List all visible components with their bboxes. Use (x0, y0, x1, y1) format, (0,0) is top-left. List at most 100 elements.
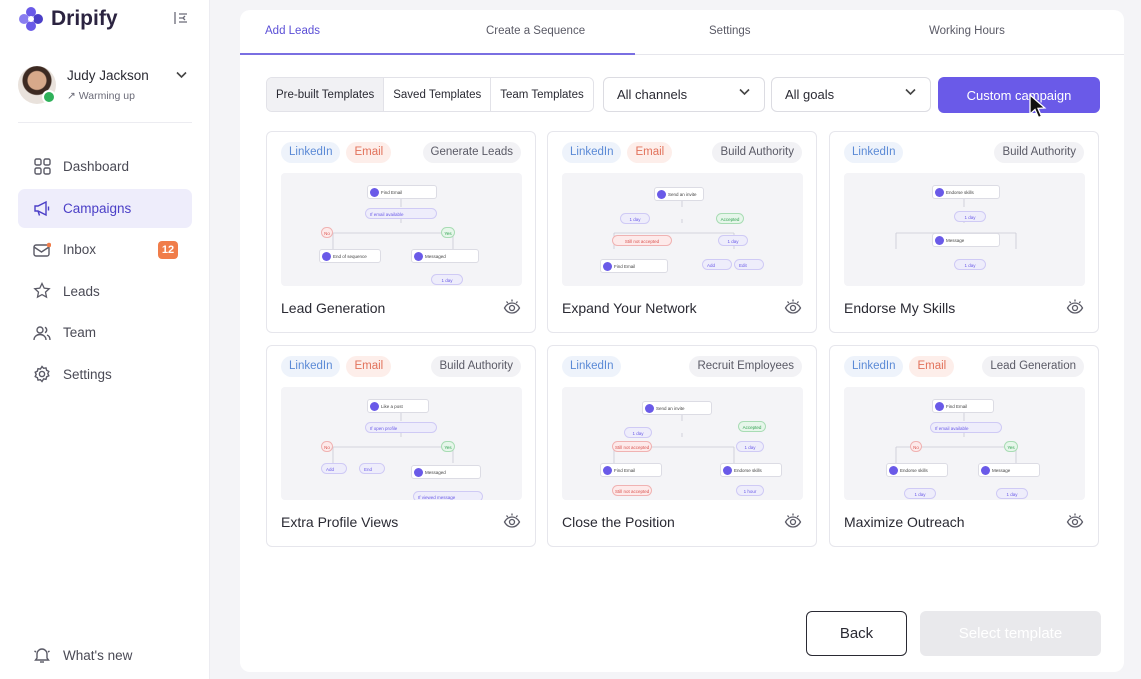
divider (18, 122, 192, 123)
flow-node: Find Email (367, 185, 437, 199)
user-name: Judy Jackson (67, 68, 149, 83)
goal-tag: Build Authority (712, 142, 802, 163)
active-tab-indicator (240, 53, 635, 55)
prebuilt-templates-tab[interactable]: Pre-built Templates (267, 78, 385, 111)
flow-connectors (332, 199, 454, 249)
flow-node: Find Email (600, 463, 662, 477)
sidebar-item-dashboard[interactable]: Dashboard (18, 147, 192, 186)
flow-delay: 1 day (954, 211, 986, 222)
preview-eye-icon[interactable] (1066, 298, 1084, 316)
flow-node: Endorse skills (886, 463, 948, 477)
template-card[interactable]: LinkedIn Email Build Authority Send an invi… (547, 131, 817, 333)
flow-delay: 1 day (736, 441, 764, 452)
template-card[interactable]: LinkedIn Email Build Authority Like a post I… (266, 345, 536, 547)
channel-tags: LinkedIn (844, 142, 904, 163)
select-template-button[interactable]: Select template (920, 611, 1101, 656)
flow-no-branch: No (910, 441, 922, 452)
flow-node: Find Email (932, 399, 994, 413)
custom-campaign-button[interactable]: Custom campaign (938, 77, 1100, 113)
flow-no-branch: Still not accepted (612, 441, 653, 452)
megaphone-icon (33, 199, 51, 217)
channels-select[interactable]: All channels (603, 77, 765, 112)
user-status: ↗ Warming up (67, 90, 135, 102)
flow-node: Like a post (367, 399, 429, 413)
flow-connectors (613, 199, 735, 249)
flow-no-branch: No (321, 441, 333, 452)
goals-select[interactable]: All goals (771, 77, 931, 112)
sidebar-item-label: Settings (63, 366, 112, 382)
flow-delay: 1 hour (736, 485, 764, 496)
flow-delay: 1 day (620, 213, 650, 224)
chevron-down-icon (905, 87, 916, 99)
template-card[interactable]: LinkedIn Build Authority Endorse skills 1 d… (829, 131, 1099, 333)
collapse-sidebar-icon[interactable] (173, 11, 191, 27)
dashboard-icon (33, 158, 51, 176)
sidebar-item-label: Inbox (63, 242, 97, 258)
channel-tags: LinkedIn Email (281, 356, 392, 377)
flow-node-icon (370, 402, 379, 411)
goal-tag: Lead Generation (982, 356, 1084, 377)
flow-yes-branch: Yes (441, 227, 455, 238)
template-title: Endorse My Skills (844, 300, 956, 316)
flow-node: Endorse skills (720, 463, 782, 477)
flow-node-icon (603, 466, 612, 475)
sidebar-nav: Dashboard Campaigns Inbox 12 Leads Tea (18, 147, 192, 397)
sidebar-item-inbox[interactable]: Inbox 12 (18, 230, 192, 269)
sidebar-item-leads[interactable]: Leads (18, 272, 192, 311)
flow-connectors (332, 413, 454, 463)
flow-condition: If email available (930, 422, 1002, 433)
sidebar-item-team[interactable]: Team (18, 313, 192, 352)
back-button[interactable]: Back (806, 611, 907, 656)
sidebar-item-label: Leads (63, 283, 100, 299)
channel-tag-linkedin: LinkedIn (281, 142, 341, 163)
flow-node-icon (889, 466, 898, 475)
channel-tag-email: Email (346, 356, 392, 377)
preview-eye-icon[interactable] (503, 512, 521, 530)
flow-condition: Add (702, 259, 732, 270)
logo[interactable]: Dripify (18, 6, 118, 32)
template-title: Extra Profile Views (281, 514, 399, 530)
template-title: Maximize Outreach (844, 514, 965, 530)
sidebar-item-settings[interactable]: Settings (18, 355, 192, 394)
channel-tags: LinkedIn Email (562, 142, 673, 163)
tab-create-sequence[interactable]: Create a Sequence (486, 25, 586, 37)
preview-eye-icon[interactable] (1066, 512, 1084, 530)
preview-eye-icon[interactable] (784, 298, 802, 316)
user-profile[interactable]: Judy Jackson ↗ Warming up (18, 66, 192, 108)
flow-node-icon (935, 402, 944, 411)
sidebar: Dripify Judy Jackson ↗ Warming up Dashbo… (0, 0, 210, 679)
saved-templates-tab[interactable]: Saved Templates (384, 78, 492, 111)
flow-node-icon (657, 190, 666, 199)
template-title: Expand Your Network (562, 300, 697, 316)
flow-node-icon (322, 252, 331, 261)
flow-delay: 1 day (996, 488, 1028, 499)
preview-eye-icon[interactable] (503, 298, 521, 316)
template-card[interactable]: LinkedIn Recruit Employees Send an invite 1… (547, 345, 817, 547)
template-title: Close the Position (562, 514, 675, 530)
flow-node-icon (935, 236, 944, 245)
sidebar-item-campaigns[interactable]: Campaigns (18, 188, 192, 228)
flow-no-branch: Still not accepted (612, 485, 653, 496)
flow-node: Messaged (411, 465, 481, 479)
flow-node-icon (370, 188, 379, 197)
channel-tag-email: Email (346, 142, 392, 163)
flow-node: Send an invite (642, 401, 712, 415)
channel-tag-linkedin: LinkedIn (562, 142, 622, 163)
template-card[interactable]: LinkedIn Email Lead Generation Find Email If… (829, 345, 1099, 547)
template-card[interactable]: LinkedIn Email Generate Leads Find Email If … (266, 131, 536, 333)
flow-node-icon (603, 262, 612, 271)
flow-node: End of sequence (319, 249, 381, 263)
whats-new-link[interactable]: What's new (33, 646, 132, 664)
tab-working-hours[interactable]: Working Hours (929, 25, 1005, 37)
chevron-down-icon[interactable] (176, 68, 187, 82)
tab-add-leads[interactable]: Add Leads (265, 25, 320, 37)
flow-delay: 1 day (718, 235, 748, 246)
flow-node-icon (414, 252, 423, 261)
flow-node: Message (978, 463, 1040, 477)
sequence-preview: Like a post If open profile No Yes Add End Mes… (281, 387, 522, 500)
team-templates-tab[interactable]: Team Templates (491, 78, 593, 111)
wizard-tabs: Add Leads Create a Sequence Settings Wor… (240, 10, 1124, 55)
flow-node-icon (723, 466, 732, 475)
tab-settings[interactable]: Settings (709, 25, 751, 37)
preview-eye-icon[interactable] (784, 512, 802, 530)
